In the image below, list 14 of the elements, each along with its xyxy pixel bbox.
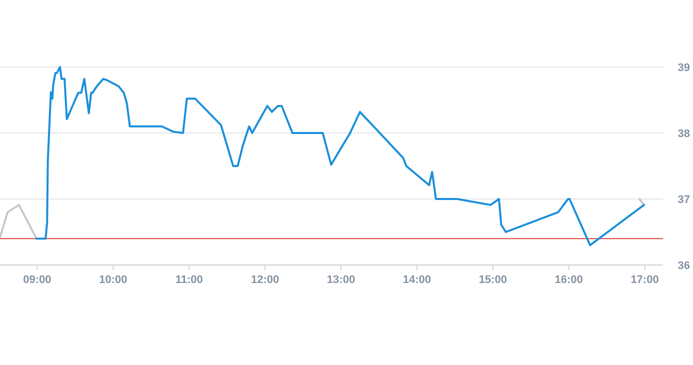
x-tick-label: 10:00 [99, 274, 128, 286]
x-tick-label: 11:00 [175, 274, 203, 286]
x-tick-label: 12:00 [250, 274, 280, 286]
x-tick-label: 14:00 [402, 274, 432, 286]
y-tick-label: 36 [678, 260, 690, 272]
x-tick-label: 17:00 [630, 274, 659, 286]
x-tick-label: 15:00 [478, 274, 507, 286]
y-tick-label: 37 [678, 194, 690, 206]
x-tick-label: 13:00 [326, 274, 356, 286]
y-tick-label: 39 [678, 62, 690, 74]
y-tick-label: 38 [678, 128, 690, 140]
x-tick-label: 09:00 [23, 274, 52, 286]
line-series [35, 66, 646, 246]
x-tick-label: 16:00 [554, 274, 583, 286]
